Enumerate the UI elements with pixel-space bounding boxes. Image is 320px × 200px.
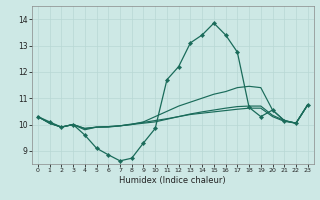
X-axis label: Humidex (Indice chaleur): Humidex (Indice chaleur) <box>119 176 226 185</box>
